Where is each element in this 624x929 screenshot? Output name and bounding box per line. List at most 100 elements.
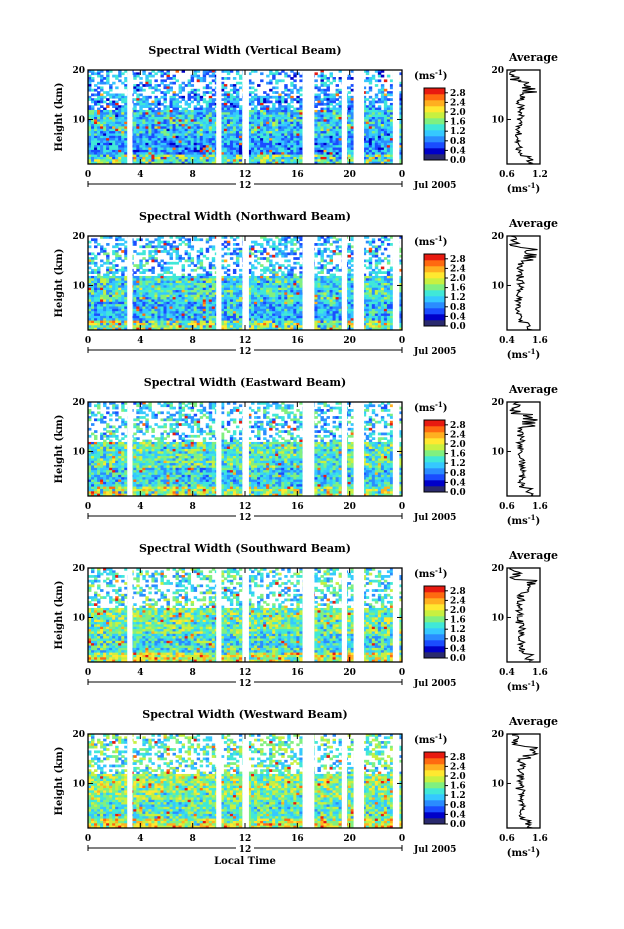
- heatmap-cell: [109, 133, 113, 137]
- heatmap-cell: [269, 261, 273, 265]
- heatmap-cell: [371, 107, 376, 111]
- heatmap-cell: [169, 154, 173, 158]
- heatmap-cell: [371, 105, 376, 108]
- heatmap-cell: [272, 245, 276, 249]
- heatmap-cell: [121, 140, 125, 144]
- heatmap-cell: [226, 247, 231, 251]
- heatmap-cell: [238, 250, 243, 253]
- heatmap-cell: [103, 131, 107, 134]
- heatmap-cell: [124, 250, 128, 253]
- heatmap-cell: [365, 259, 370, 263]
- heatmap-cell: [386, 93, 391, 97]
- heatmap-cell: [335, 280, 339, 284]
- heatmap-cell: [121, 275, 125, 279]
- heatmap-cell: [163, 107, 167, 111]
- heatmap-cell: [362, 135, 367, 139]
- heatmap-cell: [148, 152, 152, 155]
- heatmap-cell: [100, 250, 104, 253]
- heatmap-cell: [389, 126, 394, 130]
- heatmap-cell: [211, 114, 216, 118]
- heatmap-cell: [196, 100, 201, 104]
- heatmap-cell: [329, 236, 333, 239]
- heatmap-cell: [365, 133, 370, 137]
- heatmap-cell: [254, 119, 258, 123]
- heatmap-cell: [368, 243, 373, 246]
- heatmap-cell: [118, 152, 122, 155]
- heatmap-cell: [275, 152, 279, 155]
- heatmap-cell: [323, 121, 327, 125]
- heatmap-cell: [332, 79, 336, 83]
- heatmap-cell: [202, 292, 207, 296]
- heatmap-cell: [350, 250, 355, 253]
- heatmap-cell: [112, 154, 116, 158]
- heatmap-cell: [166, 145, 170, 148]
- heatmap-cell: [235, 121, 240, 125]
- heatmap-cell: [160, 161, 164, 165]
- heatmap-cell: [202, 133, 207, 137]
- heatmap-cell: [275, 133, 279, 137]
- heatmap-cell: [121, 280, 125, 284]
- heatmap-cell: [350, 238, 355, 242]
- heatmap-cell: [166, 149, 170, 153]
- heatmap-cell: [202, 112, 207, 116]
- heatmap-cell: [151, 107, 155, 111]
- heatmap-cell: [142, 156, 146, 160]
- heatmap-cell: [287, 133, 291, 137]
- heatmap-cell: [118, 74, 122, 78]
- heatmap-cell: [398, 261, 403, 265]
- heatmap-cell: [139, 283, 143, 286]
- heatmap-cell: [181, 145, 186, 148]
- heatmap-cell: [290, 159, 294, 163]
- heatmap-cell: [178, 117, 182, 120]
- heatmap-cell: [142, 292, 146, 296]
- heatmap-cell: [163, 145, 167, 148]
- heatmap-cell: [226, 112, 231, 116]
- heatmap-cell: [187, 84, 192, 87]
- heatmap-cell: [320, 283, 324, 286]
- heatmap-cell: [323, 107, 327, 111]
- heatmap-cell: [196, 135, 201, 139]
- heatmap-cell: [266, 114, 270, 118]
- heatmap-cell: [275, 285, 279, 289]
- heatmap-cell: [281, 250, 285, 253]
- heatmap-cell: [329, 290, 333, 293]
- heatmap-cell: [389, 285, 394, 289]
- heatmap-cell: [317, 126, 321, 130]
- heatmap-cell: [263, 124, 267, 127]
- heatmap-cell: [272, 107, 276, 111]
- heatmap-cell: [320, 77, 324, 80]
- heatmap-cell: [178, 121, 182, 125]
- heatmap-cell: [172, 91, 176, 94]
- heatmap-cell: [374, 133, 379, 137]
- heatmap-cell: [187, 95, 192, 99]
- heatmap-cell: [275, 81, 279, 85]
- heatmap-cell: [121, 283, 125, 286]
- heatmap-cell: [154, 131, 158, 134]
- heatmap-cell: [91, 112, 95, 116]
- heatmap-cell: [320, 133, 324, 137]
- heatmap-cell: [338, 245, 343, 249]
- heatmap-cell: [115, 131, 119, 134]
- heatmap-cell: [371, 280, 376, 284]
- heatmap-cell: [296, 283, 300, 286]
- heatmap-cell: [350, 119, 355, 123]
- heatmap-cell: [157, 70, 161, 73]
- heatmap-cell: [187, 79, 192, 83]
- heatmap-cell: [169, 147, 173, 151]
- heatmap-cell: [88, 292, 92, 296]
- heatmap-cell: [335, 285, 339, 289]
- heatmap-cell: [166, 292, 170, 296]
- heatmap-cell: [160, 154, 164, 158]
- heatmap-cell: [88, 70, 92, 73]
- heatmap-cell: [314, 72, 318, 76]
- heatmap-cell: [317, 95, 321, 99]
- heatmap-cell: [196, 70, 201, 73]
- heatmap-cell: [190, 79, 195, 83]
- colorbar-segment: [424, 100, 445, 107]
- heatmap-cell: [398, 117, 403, 120]
- heatmap-cell: [163, 152, 167, 155]
- heatmap-cell: [362, 250, 367, 253]
- heatmap-cell: [202, 109, 207, 113]
- heatmap-cell: [157, 245, 161, 249]
- heatmap-cell: [160, 285, 164, 289]
